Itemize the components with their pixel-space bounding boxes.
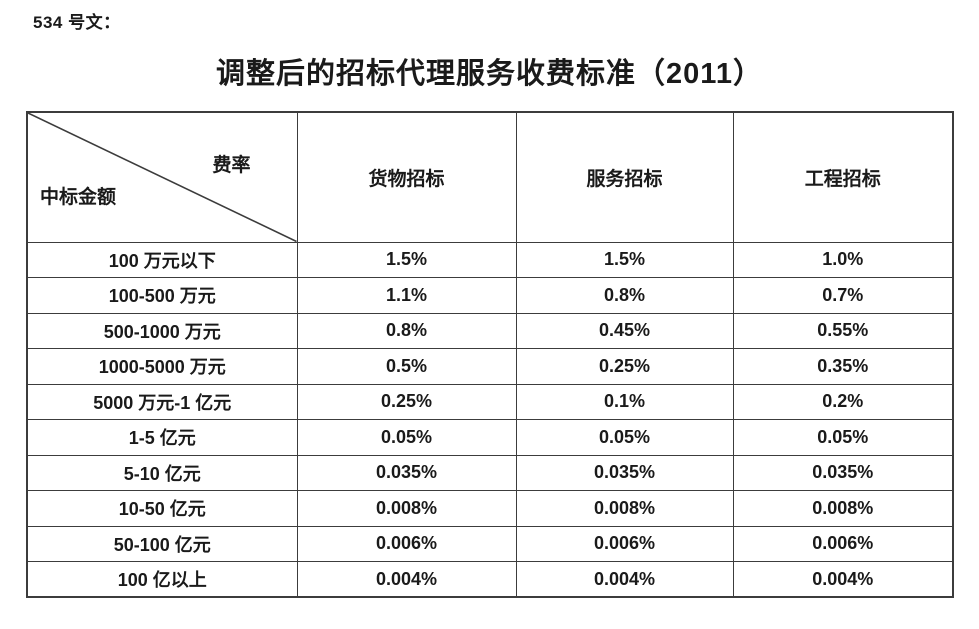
fee-rate-value-cell: 0.006% <box>515 525 734 562</box>
fee-rate-value-cell: 0.1% <box>515 383 734 420</box>
diagonal-divider-line <box>28 113 296 241</box>
fee-rate-value-cell: 0.25% <box>515 348 734 385</box>
fee-rate-value-cell: 0.004% <box>732 561 954 598</box>
row-label-bid-amount-range: 1-5 亿元 <box>26 419 298 456</box>
fee-rate-value-cell: 1.0% <box>732 241 954 278</box>
table-row: 500-1000 万元 0.8% 0.45% 0.55% <box>26 312 954 349</box>
page-title: 调整后的招标代理服务收费标准（2011） <box>216 58 763 90</box>
fee-rate-value-cell: 0.006% <box>732 525 954 562</box>
table-header: 费率 中标金额 货物招标 服务招标 工程招标 <box>26 111 954 243</box>
row-label-bid-amount-range: 5000 万元-1 亿元 <box>26 383 298 420</box>
header-row: 费率 中标金额 货物招标 服务招标 工程招标 <box>26 111 954 243</box>
row-label-bid-amount-range: 500-1000 万元 <box>26 312 298 349</box>
fee-rate-value-cell: 0.05% <box>515 419 734 456</box>
fee-rate-value-cell: 0.8% <box>515 277 734 314</box>
table-row: 1-5 亿元 0.05% 0.05% 0.05% <box>26 419 954 456</box>
row-label-bid-amount-range: 100 万元以下 <box>26 241 298 278</box>
table-row: 100-500 万元 1.1% 0.8% 0.7% <box>26 277 954 314</box>
row-label-bid-amount-range: 1000-5000 万元 <box>26 348 298 385</box>
fee-rate-value-cell: 1.5% <box>515 241 734 278</box>
table-row: 1000-5000 万元 0.5% 0.25% 0.35% <box>26 348 954 385</box>
fee-rate-value-cell: 0.008% <box>515 490 734 527</box>
fee-rate-value-cell: 1.1% <box>296 277 517 314</box>
fee-rate-value-cell: 0.05% <box>296 419 517 456</box>
row-label-bid-amount-range: 5-10 亿元 <box>26 454 298 491</box>
fee-rate-table: 费率 中标金额 货物招标 服务招标 工程招标 100 万元以下 1.5% 1.5% 1… <box>26 111 954 598</box>
table-row: 5-10 亿元 0.035% 0.035% 0.035% <box>26 454 954 491</box>
fee-rate-value-cell: 0.004% <box>515 561 734 598</box>
fee-rate-value-cell: 0.55% <box>732 312 954 349</box>
table-row: 100 万元以下 1.5% 1.5% 1.0% <box>26 241 954 278</box>
fee-rate-value-cell: 0.45% <box>515 312 734 349</box>
column-header-goods-bidding: 货物招标 <box>296 111 517 243</box>
table-row: 5000 万元-1 亿元 0.25% 0.1% 0.2% <box>26 383 954 420</box>
row-label-bid-amount-range: 100 亿以上 <box>26 561 298 598</box>
fee-rate-value-cell: 0.8% <box>296 312 517 349</box>
fee-rate-value-cell: 0.035% <box>515 454 734 491</box>
corner-label-fee-rate: 费率 <box>212 155 251 176</box>
fee-rate-value-cell: 0.035% <box>732 454 954 491</box>
table-row: 50-100 亿元 0.006% 0.006% 0.006% <box>26 525 954 562</box>
fee-rate-value-cell: 0.2% <box>732 383 954 420</box>
fee-rate-value-cell: 0.006% <box>296 525 517 562</box>
fee-rate-value-cell: 1.5% <box>296 241 517 278</box>
column-header-engineering-bidding: 工程招标 <box>732 111 954 243</box>
fee-rate-value-cell: 0.7% <box>732 277 954 314</box>
table-row: 10-50 亿元 0.008% 0.008% 0.008% <box>26 490 954 527</box>
row-label-bid-amount-range: 100-500 万元 <box>26 277 298 314</box>
corner-header-cell: 费率 中标金额 <box>26 111 298 243</box>
row-label-bid-amount-range: 10-50 亿元 <box>26 490 298 527</box>
fee-table-body: 100 万元以下 1.5% 1.5% 1.0% 100-500 万元 1.1% 0.8% 0.… <box>26 241 954 598</box>
fee-rate-value-cell: 0.008% <box>732 490 954 527</box>
fee-rate-value-cell: 0.35% <box>732 348 954 385</box>
table-row: 100 亿以上 0.004% 0.004% 0.004% <box>26 561 954 598</box>
fee-rate-value-cell: 0.5% <box>296 348 517 385</box>
fee-rate-value-cell: 0.25% <box>296 383 517 420</box>
fee-rate-value-cell: 0.008% <box>296 490 517 527</box>
document-number: 534 号文： <box>33 13 121 32</box>
fee-rate-value-cell: 0.05% <box>732 419 954 456</box>
fee-rate-value-cell: 0.035% <box>296 454 517 491</box>
column-header-service-bidding: 服务招标 <box>515 111 734 243</box>
fee-rate-value-cell: 0.004% <box>296 561 517 598</box>
corner-label-bid-amount: 中标金额 <box>40 186 117 208</box>
row-label-bid-amount-range: 50-100 亿元 <box>26 525 298 562</box>
